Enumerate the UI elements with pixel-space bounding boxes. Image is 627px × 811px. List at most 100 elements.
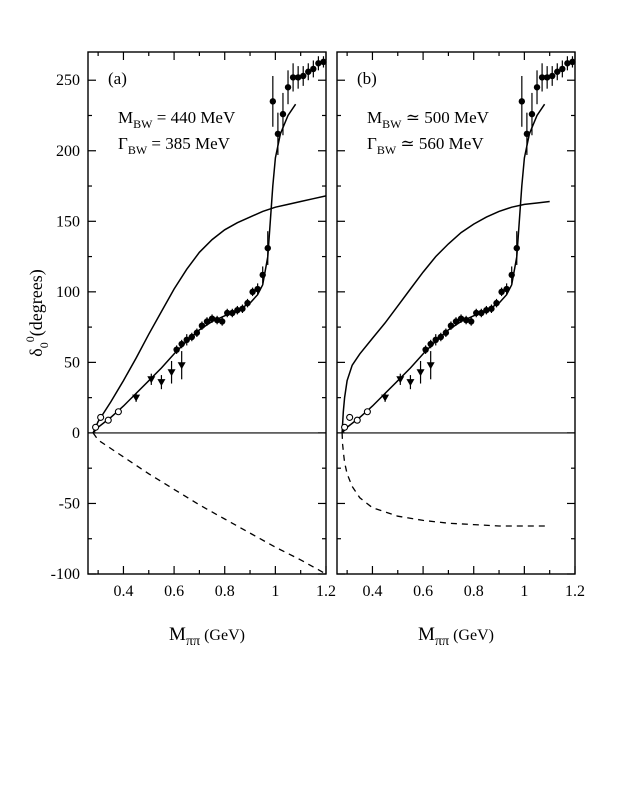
data-point-filled [508, 271, 515, 279]
data-point-triangle [147, 376, 156, 384]
background-curve [92, 432, 327, 575]
data-point-filled [284, 84, 292, 91]
data-point-open [97, 413, 105, 421]
data-point-filled [554, 68, 561, 75]
x-label-sub: ππ [435, 634, 449, 649]
y-tick-label: 200 [56, 143, 80, 160]
y-tick-label: 50 [64, 354, 80, 371]
annotation-value: 385 MeV [165, 134, 230, 153]
data-point-filled [447, 322, 455, 329]
data-point-filled [183, 336, 190, 344]
annotation-rel: = [152, 108, 170, 127]
data-point-triangle [381, 394, 390, 402]
data-point-filled [503, 285, 510, 293]
x-axis-label: Mππ (GeV) [169, 624, 245, 649]
y-tick-label: 100 [56, 284, 80, 301]
data-point-filled [218, 318, 226, 325]
data-point-filled [478, 309, 485, 317]
data-point-filled [294, 74, 302, 81]
y-label-sub: 0 [37, 342, 51, 348]
data-point-filled [234, 306, 241, 314]
data-point-filled [457, 315, 465, 322]
data-point-filled [559, 65, 566, 73]
data-point-filled [467, 318, 475, 325]
annotation-0: MBW ≃ 500 MeV [367, 108, 490, 131]
annotation-value: 560 MeV [419, 134, 484, 153]
data-point-open [363, 408, 371, 416]
data-point-filled [249, 288, 256, 296]
plot-frame [87, 51, 327, 575]
data-point-filled [533, 84, 541, 91]
data-point-triangle [157, 379, 166, 387]
x-tick-label: 1 [520, 583, 528, 600]
data-point-filled [523, 130, 531, 138]
y-tick-label: -100 [51, 566, 80, 583]
data-point-filled [437, 333, 445, 341]
data-point-filled [188, 333, 196, 341]
annotation-sub: BW [128, 143, 148, 157]
x-tick-label: 0.8 [215, 583, 235, 600]
fit-curve [341, 103, 546, 434]
annotation-symbol: M [118, 108, 133, 127]
plot-frame [336, 51, 576, 575]
data-point-filled [193, 329, 201, 336]
data-point-filled [173, 346, 180, 353]
y-tick-label: 0 [72, 425, 80, 442]
data-point-filled [203, 318, 211, 325]
annotation-symbol: Γ [118, 134, 128, 153]
data-point-filled [452, 318, 460, 325]
resonance-curve [92, 195, 327, 434]
data-point-filled [473, 309, 480, 317]
y-tick-label: -50 [59, 495, 80, 512]
data-point-filled [315, 60, 322, 67]
fit-curve [92, 103, 297, 434]
data-point-open [341, 423, 349, 431]
annotation-0: MBW = 440 MeV [118, 108, 236, 131]
x-tick-label: 1.2 [565, 583, 585, 600]
data-point-triangle [167, 369, 176, 377]
data-point-filled [229, 309, 236, 317]
data-point-open [346, 413, 354, 421]
data-point-filled [244, 299, 251, 307]
data-point-filled [264, 244, 271, 252]
data-point-triangle [177, 362, 186, 370]
data-point-filled [432, 336, 439, 344]
data-point-triangle [132, 394, 141, 402]
data-point-filled [488, 305, 495, 312]
data-point-filled [564, 60, 571, 67]
data-point-filled [239, 305, 246, 312]
annotation-value: 500 MeV [424, 108, 489, 127]
x-tick-label: 1.2 [316, 583, 336, 600]
annotation-sub: BW [133, 117, 153, 131]
data-point-filled [198, 322, 206, 329]
x-tick-label: 0.6 [413, 583, 433, 600]
panel-label: (a) [108, 69, 127, 88]
data-point-filled [310, 65, 317, 73]
annotation-symbol: M [367, 108, 382, 127]
data-point-filled [462, 316, 470, 324]
data-point-filled [528, 110, 536, 118]
data-point-filled [422, 346, 429, 353]
data-point-open [92, 423, 100, 431]
data-point-filled [254, 285, 261, 293]
x-tick-label: 1 [271, 583, 279, 600]
data-point-filled [305, 68, 312, 75]
y-tick-label: 150 [56, 213, 80, 230]
x-tick-label: 0.4 [362, 583, 382, 600]
background-curve [341, 432, 550, 527]
data-point-filled [442, 329, 450, 336]
x-axis-label: Mππ (GeV) [418, 624, 494, 649]
data-point-filled [320, 58, 327, 66]
data-point-triangle [406, 379, 415, 387]
data-point-filled [493, 299, 500, 307]
annotation-sub: BW [382, 117, 402, 131]
data-point-filled [208, 315, 216, 322]
y-label-unit: (degrees) [26, 269, 47, 336]
x-label-main: M [169, 624, 186, 645]
annotation-rel: ≃ [396, 134, 419, 153]
data-point-filled [513, 244, 520, 252]
data-point-filled [224, 309, 231, 317]
data-point-filled [518, 98, 526, 105]
data-point-filled [483, 306, 490, 314]
